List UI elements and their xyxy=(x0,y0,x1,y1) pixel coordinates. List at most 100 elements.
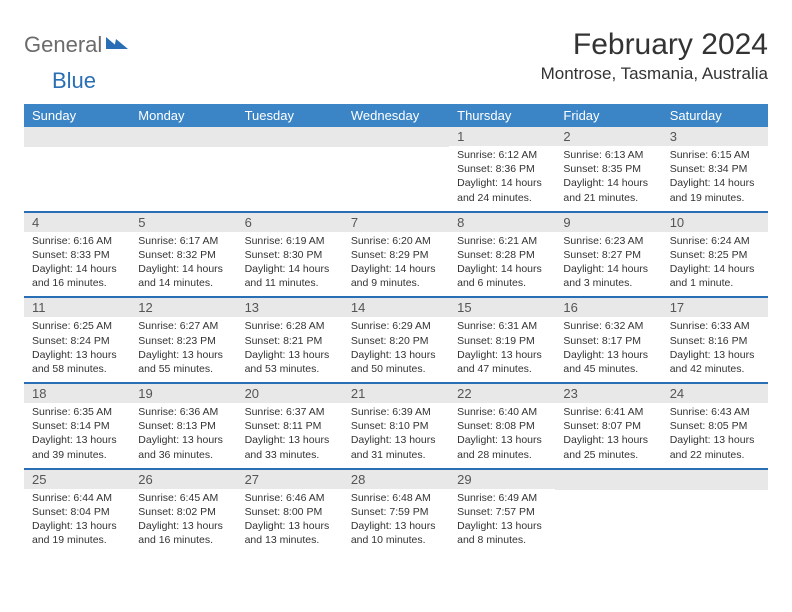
day-number: 3 xyxy=(662,127,768,146)
week-row: 11Sunrise: 6:25 AMSunset: 8:24 PMDayligh… xyxy=(24,298,768,383)
day-details: Sunrise: 6:28 AMSunset: 8:21 PMDaylight:… xyxy=(237,317,343,382)
day-cell: 21Sunrise: 6:39 AMSunset: 8:10 PMDayligh… xyxy=(343,384,449,469)
day-number: 19 xyxy=(130,384,236,403)
empty-day xyxy=(237,127,343,147)
day-details: Sunrise: 6:32 AMSunset: 8:17 PMDaylight:… xyxy=(555,317,661,382)
day-number: 15 xyxy=(449,298,555,317)
day-details: Sunrise: 6:17 AMSunset: 8:32 PMDaylight:… xyxy=(130,232,236,297)
day-details: Sunrise: 6:40 AMSunset: 8:08 PMDaylight:… xyxy=(449,403,555,468)
day-cell: 27Sunrise: 6:46 AMSunset: 8:00 PMDayligh… xyxy=(237,469,343,553)
day-number: 10 xyxy=(662,213,768,232)
location: Montrose, Tasmania, Australia xyxy=(541,64,768,84)
day-number: 2 xyxy=(555,127,661,146)
day-cell: 4Sunrise: 6:16 AMSunset: 8:33 PMDaylight… xyxy=(24,212,130,297)
day-cell: 1Sunrise: 6:12 AMSunset: 8:36 PMDaylight… xyxy=(449,127,555,211)
day-number: 22 xyxy=(449,384,555,403)
day-details: Sunrise: 6:23 AMSunset: 8:27 PMDaylight:… xyxy=(555,232,661,297)
col-saturday: Saturday xyxy=(662,104,768,127)
day-cell: 23Sunrise: 6:41 AMSunset: 8:07 PMDayligh… xyxy=(555,384,661,469)
empty-day xyxy=(555,470,661,490)
day-cell: 14Sunrise: 6:29 AMSunset: 8:20 PMDayligh… xyxy=(343,298,449,383)
day-details: Sunrise: 6:15 AMSunset: 8:34 PMDaylight:… xyxy=(662,146,768,211)
day-details: Sunrise: 6:24 AMSunset: 8:25 PMDaylight:… xyxy=(662,232,768,297)
day-number: 13 xyxy=(237,298,343,317)
calendar-table: Sunday Monday Tuesday Wednesday Thursday… xyxy=(24,104,768,553)
logo-triangle-icon xyxy=(106,33,128,54)
logo-text-general: General xyxy=(24,32,102,58)
col-thursday: Thursday xyxy=(449,104,555,127)
week-row: 4Sunrise: 6:16 AMSunset: 8:33 PMDaylight… xyxy=(24,212,768,297)
day-details: Sunrise: 6:25 AMSunset: 8:24 PMDaylight:… xyxy=(24,317,130,382)
day-cell: 6Sunrise: 6:19 AMSunset: 8:30 PMDaylight… xyxy=(237,212,343,297)
day-cell: 3Sunrise: 6:15 AMSunset: 8:34 PMDaylight… xyxy=(662,127,768,211)
day-cell: 28Sunrise: 6:48 AMSunset: 7:59 PMDayligh… xyxy=(343,469,449,553)
day-number: 14 xyxy=(343,298,449,317)
day-details: Sunrise: 6:41 AMSunset: 8:07 PMDaylight:… xyxy=(555,403,661,468)
day-header-row: Sunday Monday Tuesday Wednesday Thursday… xyxy=(24,104,768,127)
day-cell: 17Sunrise: 6:33 AMSunset: 8:16 PMDayligh… xyxy=(662,298,768,383)
day-cell: 13Sunrise: 6:28 AMSunset: 8:21 PMDayligh… xyxy=(237,298,343,383)
day-cell: 19Sunrise: 6:36 AMSunset: 8:13 PMDayligh… xyxy=(130,384,236,469)
day-number: 28 xyxy=(343,470,449,489)
day-details: Sunrise: 6:36 AMSunset: 8:13 PMDaylight:… xyxy=(130,403,236,468)
day-number: 27 xyxy=(237,470,343,489)
day-number: 17 xyxy=(662,298,768,317)
day-cell: 16Sunrise: 6:32 AMSunset: 8:17 PMDayligh… xyxy=(555,298,661,383)
day-details: Sunrise: 6:20 AMSunset: 8:29 PMDaylight:… xyxy=(343,232,449,297)
day-number: 21 xyxy=(343,384,449,403)
day-number: 24 xyxy=(662,384,768,403)
day-number: 20 xyxy=(237,384,343,403)
empty-day xyxy=(662,470,768,490)
empty-day xyxy=(130,127,236,147)
day-cell: 18Sunrise: 6:35 AMSunset: 8:14 PMDayligh… xyxy=(24,384,130,469)
empty-day xyxy=(343,127,449,147)
col-sunday: Sunday xyxy=(24,104,130,127)
week-row: 18Sunrise: 6:35 AMSunset: 8:14 PMDayligh… xyxy=(24,384,768,469)
day-number: 18 xyxy=(24,384,130,403)
day-details: Sunrise: 6:29 AMSunset: 8:20 PMDaylight:… xyxy=(343,317,449,382)
day-cell xyxy=(555,469,661,553)
day-details: Sunrise: 6:21 AMSunset: 8:28 PMDaylight:… xyxy=(449,232,555,297)
day-number: 26 xyxy=(130,470,236,489)
day-details: Sunrise: 6:27 AMSunset: 8:23 PMDaylight:… xyxy=(130,317,236,382)
day-cell: 20Sunrise: 6:37 AMSunset: 8:11 PMDayligh… xyxy=(237,384,343,469)
logo: General xyxy=(24,28,130,58)
month-title: February 2024 xyxy=(541,28,768,62)
day-number: 5 xyxy=(130,213,236,232)
day-details: Sunrise: 6:12 AMSunset: 8:36 PMDaylight:… xyxy=(449,146,555,211)
day-details: Sunrise: 6:31 AMSunset: 8:19 PMDaylight:… xyxy=(449,317,555,382)
day-cell xyxy=(130,127,236,211)
day-cell: 5Sunrise: 6:17 AMSunset: 8:32 PMDaylight… xyxy=(130,212,236,297)
day-details: Sunrise: 6:39 AMSunset: 8:10 PMDaylight:… xyxy=(343,403,449,468)
day-details: Sunrise: 6:44 AMSunset: 8:04 PMDaylight:… xyxy=(24,489,130,554)
logo-text-blue: Blue xyxy=(52,68,96,94)
day-details: Sunrise: 6:13 AMSunset: 8:35 PMDaylight:… xyxy=(555,146,661,211)
day-details: Sunrise: 6:45 AMSunset: 8:02 PMDaylight:… xyxy=(130,489,236,554)
day-number: 11 xyxy=(24,298,130,317)
day-number: 1 xyxy=(449,127,555,146)
day-cell: 26Sunrise: 6:45 AMSunset: 8:02 PMDayligh… xyxy=(130,469,236,553)
day-details: Sunrise: 6:48 AMSunset: 7:59 PMDaylight:… xyxy=(343,489,449,554)
day-details: Sunrise: 6:35 AMSunset: 8:14 PMDaylight:… xyxy=(24,403,130,468)
day-cell: 7Sunrise: 6:20 AMSunset: 8:29 PMDaylight… xyxy=(343,212,449,297)
day-cell: 10Sunrise: 6:24 AMSunset: 8:25 PMDayligh… xyxy=(662,212,768,297)
day-number: 16 xyxy=(555,298,661,317)
day-cell xyxy=(24,127,130,211)
day-number: 29 xyxy=(449,470,555,489)
day-number: 6 xyxy=(237,213,343,232)
day-number: 7 xyxy=(343,213,449,232)
col-friday: Friday xyxy=(555,104,661,127)
day-details: Sunrise: 6:46 AMSunset: 8:00 PMDaylight:… xyxy=(237,489,343,554)
day-number: 9 xyxy=(555,213,661,232)
day-number: 25 xyxy=(24,470,130,489)
day-number: 12 xyxy=(130,298,236,317)
day-number: 8 xyxy=(449,213,555,232)
day-details: Sunrise: 6:43 AMSunset: 8:05 PMDaylight:… xyxy=(662,403,768,468)
day-cell: 8Sunrise: 6:21 AMSunset: 8:28 PMDaylight… xyxy=(449,212,555,297)
day-cell: 12Sunrise: 6:27 AMSunset: 8:23 PMDayligh… xyxy=(130,298,236,383)
week-row: 1Sunrise: 6:12 AMSunset: 8:36 PMDaylight… xyxy=(24,127,768,211)
day-cell xyxy=(237,127,343,211)
day-details: Sunrise: 6:37 AMSunset: 8:11 PMDaylight:… xyxy=(237,403,343,468)
day-number: 23 xyxy=(555,384,661,403)
day-cell: 9Sunrise: 6:23 AMSunset: 8:27 PMDaylight… xyxy=(555,212,661,297)
